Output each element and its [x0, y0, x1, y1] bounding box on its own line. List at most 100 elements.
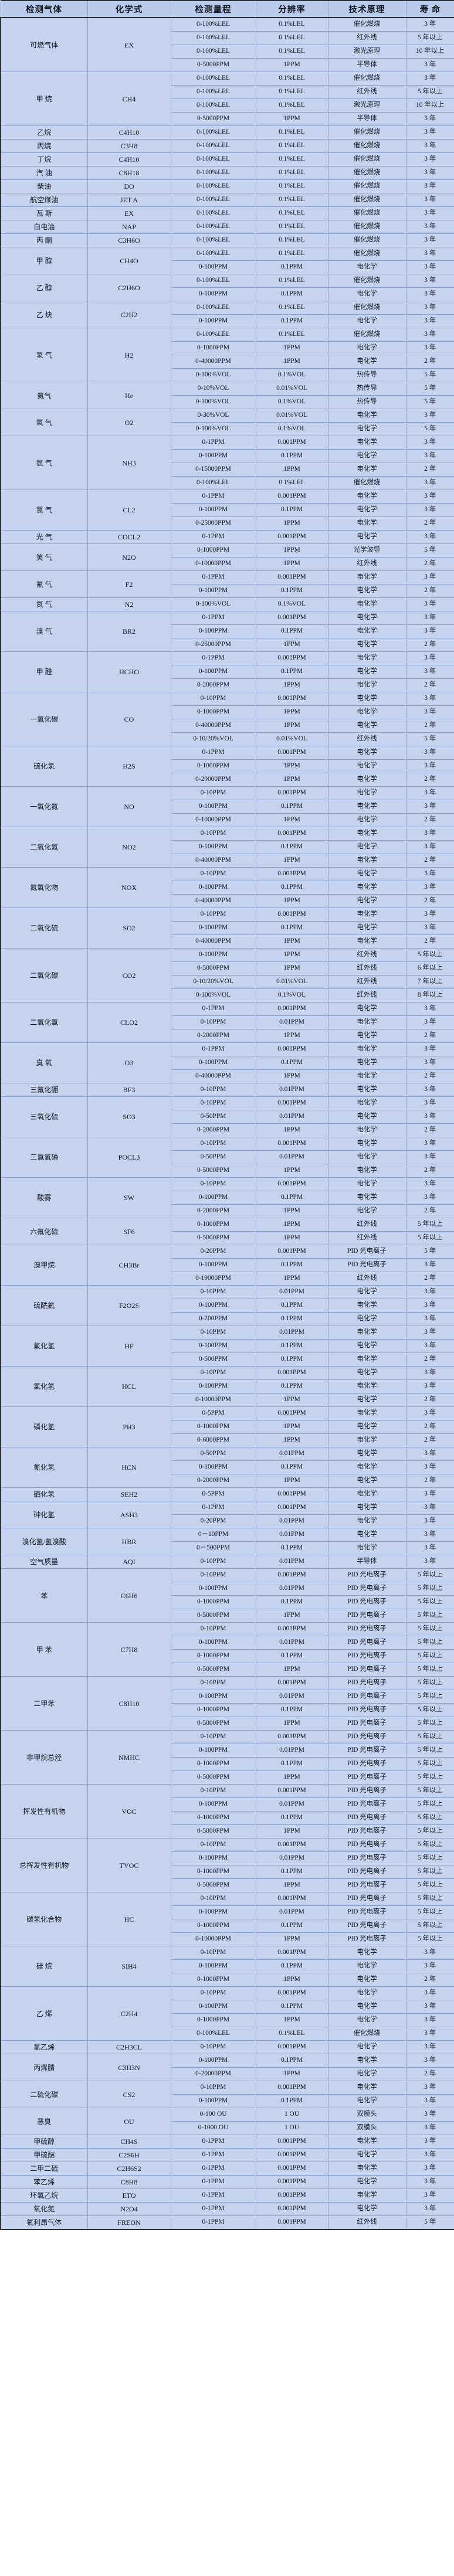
- cell-chemical-formula: C2H6S2: [87, 2162, 171, 2176]
- cell-resolution: 0.01%VOL: [255, 732, 328, 746]
- cell-resolution: 0.01PPM: [255, 1083, 328, 1097]
- cell-chemical-formula: N2: [87, 597, 171, 611]
- cell-chemical-formula: SW: [87, 1177, 171, 1218]
- cell-range: 0-10PPM: [170, 1177, 256, 1191]
- cell-gas-name: 二硫化碳: [0, 2081, 88, 2108]
- cell-range: 0-19000PPM: [170, 1272, 256, 1286]
- cell-lifetime: 2 年: [405, 557, 454, 571]
- cell-resolution: 0.001PPM: [255, 1676, 328, 1690]
- cell-range: 0-1000PPM: [170, 1595, 256, 1609]
- cell-lifetime: 5 年: [405, 422, 454, 436]
- cell-technology: 电化学: [327, 1069, 406, 1083]
- cell-gas-name: 磷化氢: [0, 1406, 88, 1447]
- cell-lifetime: 3 年: [405, 17, 454, 32]
- table-row: 0-2000PPM 1PPM 电化学 2 年: [1, 1029, 454, 1043]
- cell-lifetime: 5 年以上: [405, 1690, 454, 1704]
- cell-lifetime: 3 年: [405, 166, 454, 180]
- cell-range: 0-20000PPM: [170, 2067, 256, 2081]
- cell-resolution: 1PPM: [255, 1474, 328, 1488]
- cell-resolution: 0.001PPM: [255, 692, 328, 706]
- cell-resolution: 0.001PPM: [255, 1622, 328, 1636]
- cell-technology: 电化学: [327, 1986, 406, 2000]
- table-row: 硫酰氟 F2O2S 0-10PPM 0.01PPM 电化学 3 年: [0, 1285, 454, 1326]
- cell-range: 0-1000PPM: [170, 341, 256, 355]
- cell-resolution: 1 OU: [255, 2108, 328, 2122]
- cell-resolution: 0.1PPM: [255, 800, 328, 814]
- table-row: 0-6000PPM 1PPM 电化学 2 年: [1, 1433, 454, 1447]
- cell-lifetime: 2 年: [405, 1420, 454, 1434]
- cell-technology: 红外线: [327, 31, 406, 45]
- table-row: 0-100PPM 0.01PPM PID 光电离子 5 年以上: [1, 1905, 454, 1919]
- cell-chemical-formula: H2S: [87, 746, 171, 787]
- cell-gas-name: 白电油: [0, 220, 88, 234]
- cell-range: 0-10PPM: [170, 1137, 256, 1151]
- cell-lifetime: 3 年: [405, 2013, 454, 2027]
- cell-range: 0-10PPM: [170, 1366, 256, 1380]
- cell-technology: PID 光电离子: [327, 1676, 406, 1690]
- cell-technology: 电化学: [327, 1299, 406, 1313]
- cell-resolution: 0.001PPM: [255, 1177, 328, 1191]
- cell-technology: 电化学: [327, 2175, 406, 2189]
- cell-range: 0-100PPM: [170, 1905, 256, 1919]
- cell-gas-name: 氟利昂气体: [0, 2215, 88, 2230]
- cell-range: 0-5000PPM: [170, 1824, 256, 1838]
- table-row: 二硫化碳 CS2 0-10PPM 0.001PPM 电化学 3 年: [0, 2081, 454, 2108]
- cell-technology: 电化学: [327, 1150, 406, 1164]
- cell-range: 0-100PPM: [170, 1582, 256, 1596]
- cell-resolution: 0.1%LEL: [255, 476, 328, 490]
- cell-lifetime: 5 年以上: [405, 1784, 454, 1798]
- cell-chemical-formula: F2: [87, 570, 171, 598]
- cell-range: 0-1000PPM: [170, 1703, 256, 1717]
- cell-technology: 光学波导: [327, 543, 406, 558]
- cell-range: 0-100PPM: [170, 503, 256, 517]
- cell-resolution: 0.001PPM: [255, 2215, 328, 2230]
- table-row: 氦气 He 0-10%VOL 0.01%VOL 热传导 5 年: [0, 382, 454, 409]
- cell-technology: 电化学: [327, 651, 406, 665]
- cell-lifetime: 3 年: [405, 2094, 454, 2108]
- cell-range: 0-10PPM: [170, 1015, 256, 1029]
- cell-resolution: 0.001PPM: [255, 1487, 328, 1501]
- cell-technology: 红外线: [327, 948, 406, 962]
- cell-technology: PID 光电离子: [327, 1892, 406, 1906]
- cell-lifetime: 3 年: [405, 1514, 454, 1528]
- cell-technology: 电化学: [327, 827, 406, 841]
- cell-range: 0-100PPM: [170, 2000, 256, 2014]
- cell-range: 0-10PPM: [170, 2081, 256, 2095]
- cell-lifetime: 2 年: [405, 1164, 454, 1178]
- cell-chemical-formula: POCL3: [87, 1137, 171, 1178]
- cell-range: 0-10000PPM: [170, 557, 256, 571]
- cell-technology: 电化学: [327, 1946, 406, 1960]
- cell-gas-name: 氢 气: [0, 328, 88, 382]
- table-row: 臭 氧 O3 0-1PPM 0.001PPM 电化学 3 年: [0, 1042, 454, 1083]
- cell-chemical-formula: NO: [87, 786, 171, 827]
- cell-lifetime: 3 年: [405, 1299, 454, 1313]
- cell-resolution: 1PPM: [255, 463, 328, 477]
- cell-technology: 电化学: [327, 1285, 406, 1299]
- cell-technology: 电化学: [327, 341, 406, 355]
- cell-resolution: 0.1PPM: [255, 1649, 328, 1663]
- cell-resolution: 0.1%LEL: [255, 206, 328, 220]
- cell-lifetime: 3 年: [405, 152, 454, 166]
- cell-range: 0-100PPM: [170, 1959, 256, 1973]
- cell-chemical-formula: ASH3: [87, 1501, 171, 1528]
- table-row: 0-10000PPM 1PPM PID 光电离子 5 年以上: [1, 1932, 454, 1946]
- cell-lifetime: 3 年: [405, 786, 454, 800]
- table-row: 0-100PPM 0.1PPM 电化学 3 年: [1, 260, 454, 274]
- cell-resolution: 0.001PPM: [255, 1366, 328, 1380]
- cell-technology: PID 光电离子: [327, 1595, 406, 1609]
- table-row: 0-100PPM 0.1PPM 电化学 3 年: [1, 1299, 454, 1313]
- table-row: 0-5000PPM 1PPM 红外线 6 年以上: [1, 961, 454, 976]
- table-row: 0-100PPM 0.1PPM 电化学 3 年: [1, 503, 454, 517]
- cell-range: 0-10PPM: [170, 1555, 256, 1569]
- table-row: 0-5000PPM 1PPM 半导体 3 年: [1, 58, 454, 72]
- cell-range: 0-100%LEL: [170, 166, 256, 180]
- cell-range: 0-1PPM: [170, 1501, 256, 1515]
- cell-range: 0-100%LEL: [170, 328, 256, 342]
- cell-resolution: 0.01PPM: [255, 1528, 328, 1542]
- cell-chemical-formula: NH3: [87, 436, 171, 490]
- cell-technology: 红外线: [327, 1231, 406, 1245]
- cell-gas-name: 丙 酮: [0, 233, 88, 247]
- cell-resolution: 0.1PPM: [255, 1258, 328, 1272]
- cell-lifetime: 2 年: [405, 1123, 454, 1137]
- table-row: 0-50PPM 0.01PPM 电化学 3 年: [1, 1110, 454, 1124]
